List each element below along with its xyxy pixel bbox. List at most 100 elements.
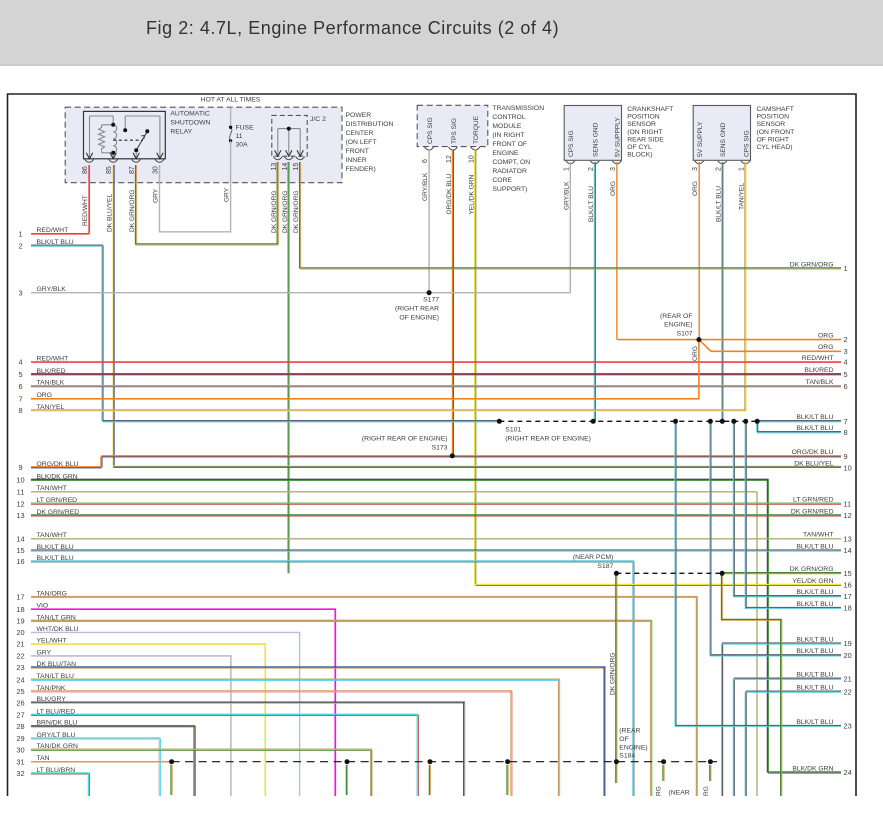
svg-text:5: 5 [844, 370, 848, 379]
svg-text:(ON FRONT: (ON FRONT [757, 129, 795, 136]
svg-text:85: 85 [106, 166, 113, 174]
svg-text:19: 19 [844, 639, 852, 648]
svg-text:(REAR OF: (REAR OF [660, 313, 692, 320]
svg-text:17: 17 [844, 592, 852, 601]
svg-text:22: 22 [844, 687, 852, 696]
svg-text:BLK/GRY: BLK/GRY [37, 696, 67, 703]
svg-text:(REAR: (REAR [619, 728, 640, 735]
svg-text:TORQUE: TORQUE [473, 115, 480, 144]
svg-text:(NEAR PCM): (NEAR PCM) [573, 554, 613, 561]
svg-text:ORG: ORG [692, 181, 699, 196]
svg-text:11: 11 [236, 133, 243, 140]
svg-text:OF ENGINE): OF ENGINE) [399, 315, 439, 322]
svg-text:LT GRN/RED: LT GRN/RED [37, 497, 78, 504]
svg-text:31: 31 [16, 757, 24, 766]
svg-text:RELAY: RELAY [170, 129, 192, 136]
svg-text:15: 15 [844, 569, 852, 578]
svg-text:BLK/LT BLU: BLK/LT BLU [796, 601, 833, 608]
svg-text:24: 24 [844, 768, 852, 777]
svg-text:13: 13 [271, 163, 278, 171]
svg-text:BLK/DK GRN: BLK/DK GRN [37, 473, 78, 480]
svg-text:20: 20 [844, 651, 852, 660]
svg-text:ORG: ORG [818, 344, 833, 351]
svg-text:CONTROL: CONTROL [492, 114, 525, 121]
svg-text:BLK/LT BLU: BLK/LT BLU [796, 425, 833, 432]
svg-text:OF: OF [619, 736, 628, 743]
svg-text:ORG: ORG [818, 332, 833, 339]
svg-text:CPS SIG: CPS SIG [568, 130, 575, 157]
svg-text:BLK/LT BLU: BLK/LT BLU [796, 719, 833, 726]
svg-text:BLK/LT BLU: BLK/LT BLU [796, 414, 833, 421]
svg-text:(RIGHT REAR OF ENGINE): (RIGHT REAR OF ENGINE) [362, 436, 448, 443]
svg-text:RED/WHT: RED/WHT [37, 227, 69, 234]
svg-text:GRY/BLK: GRY/BLK [422, 172, 429, 201]
svg-text:FENDER): FENDER) [346, 166, 376, 173]
svg-text:INNER: INNER [346, 157, 367, 164]
svg-text:SHUTDOWN: SHUTDOWN [170, 120, 210, 127]
svg-text:18: 18 [844, 604, 852, 613]
svg-text:1: 1 [739, 167, 746, 171]
svg-text:87: 87 [129, 166, 136, 174]
svg-text:15: 15 [293, 163, 300, 171]
svg-text:(NEAR: (NEAR [669, 790, 690, 797]
svg-text:DK BLU/YEL: DK BLU/YEL [107, 194, 114, 232]
svg-text:18: 18 [16, 605, 24, 614]
svg-text:ENGINE): ENGINE) [619, 745, 647, 752]
svg-text:RG: RG [703, 786, 710, 796]
svg-text:DISTRIBUTION: DISTRIBUTION [346, 121, 394, 128]
svg-text:GRY: GRY [224, 187, 231, 202]
svg-text:TAN/BLK: TAN/BLK [37, 380, 65, 387]
svg-text:14: 14 [16, 534, 24, 543]
svg-text:5: 5 [18, 370, 22, 379]
svg-text:CENTER: CENTER [346, 130, 374, 137]
svg-text:GRY/LT BLU: GRY/LT BLU [37, 732, 76, 739]
svg-text:RED/WHT: RED/WHT [37, 356, 69, 363]
svg-text:CAMSHAFT: CAMSHAFT [757, 106, 794, 113]
svg-text:3: 3 [844, 347, 848, 356]
svg-text:J/C 2: J/C 2 [310, 116, 326, 123]
svg-text:TRANSMISSION: TRANSMISSION [492, 105, 544, 112]
svg-text:22: 22 [16, 652, 24, 661]
svg-text:DK GRN/ORG: DK GRN/ORG [609, 653, 616, 696]
svg-text:POSITION: POSITION [757, 114, 790, 121]
svg-text:DK GRN/ORG: DK GRN/ORG [282, 191, 289, 234]
svg-text:DK BLU/YEL: DK BLU/YEL [794, 461, 834, 468]
svg-text:2: 2 [844, 335, 848, 344]
svg-text:2: 2 [715, 167, 722, 171]
svg-text:CPS SIG: CPS SIG [427, 117, 434, 144]
svg-text:12: 12 [16, 499, 24, 508]
svg-text:TAN/YEL: TAN/YEL [739, 183, 746, 210]
svg-text:RADIATOR: RADIATOR [492, 168, 527, 175]
svg-text:25: 25 [16, 687, 24, 696]
svg-text:BLK/LT BLU: BLK/LT BLU [796, 589, 833, 596]
svg-text:16: 16 [844, 581, 852, 590]
svg-text:LT BLU/BRN: LT BLU/BRN [37, 767, 76, 774]
svg-text:7: 7 [844, 417, 848, 426]
svg-text:13: 13 [844, 534, 852, 543]
svg-text:REAR SIDE: REAR SIDE [627, 136, 664, 143]
svg-text:2: 2 [588, 167, 595, 171]
svg-text:S184: S184 [619, 753, 635, 760]
svg-text:24: 24 [16, 675, 24, 684]
svg-text:CORE: CORE [492, 177, 512, 184]
svg-text:YEL/WHT: YEL/WHT [37, 638, 67, 645]
svg-text:TAN/DK GRN: TAN/DK GRN [37, 743, 79, 750]
svg-text:MODULE: MODULE [492, 123, 522, 130]
svg-text:1: 1 [563, 167, 570, 171]
svg-text:9: 9 [18, 463, 22, 472]
svg-text:BLK/LT BLU: BLK/LT BLU [37, 239, 74, 246]
svg-text:OF RIGHT: OF RIGHT [757, 136, 789, 143]
svg-text:10: 10 [844, 463, 852, 472]
svg-text:CYL HEAD): CYL HEAD) [757, 144, 793, 151]
svg-text:TAN/WHT: TAN/WHT [37, 532, 67, 539]
svg-text:RED/WHT: RED/WHT [802, 355, 834, 362]
svg-text:30: 30 [16, 745, 24, 754]
svg-text:6: 6 [18, 382, 22, 391]
svg-text:TAN/PNK: TAN/PNK [37, 685, 66, 692]
svg-text:YEL/DK GRN: YEL/DK GRN [468, 174, 475, 214]
svg-text:BLK/RED: BLK/RED [804, 367, 833, 374]
svg-text:FRONT OF: FRONT OF [492, 141, 527, 148]
svg-text:BRN/DK BLU: BRN/DK BLU [37, 720, 78, 727]
svg-text:12: 12 [844, 511, 852, 520]
svg-text:32: 32 [16, 769, 24, 778]
